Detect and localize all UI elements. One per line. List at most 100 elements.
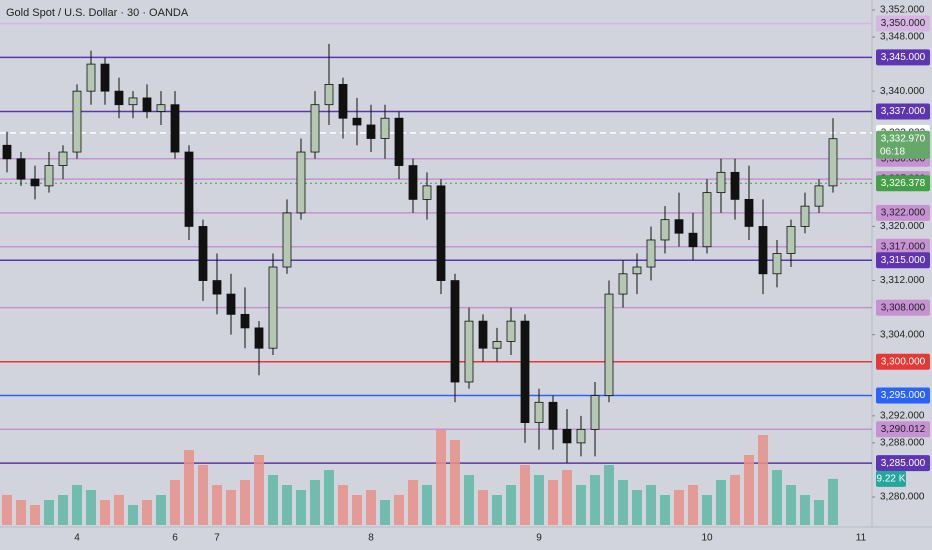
level-box bbox=[876, 299, 930, 316]
y-tick-label: 3,312.000 bbox=[880, 275, 925, 286]
volume-bar bbox=[828, 478, 838, 525]
candle-body bbox=[338, 84, 348, 119]
candle-body bbox=[618, 273, 628, 295]
volume-bar bbox=[464, 475, 474, 525]
candle-body bbox=[184, 151, 194, 227]
candle-body bbox=[86, 63, 96, 92]
candle-body bbox=[128, 97, 138, 106]
volume-bar bbox=[100, 500, 110, 525]
volume-bar bbox=[282, 485, 292, 525]
x-tick-label: 11 bbox=[856, 533, 867, 544]
candle-body bbox=[226, 293, 236, 315]
volume-bar bbox=[240, 480, 250, 525]
volume-bar bbox=[44, 500, 54, 525]
volume-bar bbox=[394, 495, 404, 525]
volume-bar bbox=[688, 485, 698, 525]
candle-body bbox=[576, 428, 586, 444]
candle-body bbox=[828, 138, 838, 187]
candle-body bbox=[212, 280, 222, 295]
volume-bar bbox=[492, 495, 502, 525]
candle-body bbox=[310, 104, 320, 153]
candle-body bbox=[240, 313, 250, 329]
level-box bbox=[876, 204, 930, 221]
level-label: 3,285.000 bbox=[881, 458, 926, 469]
volume-bar bbox=[254, 455, 264, 525]
candle-body bbox=[548, 401, 558, 430]
volume-bar bbox=[758, 435, 768, 525]
candle-body bbox=[156, 104, 166, 112]
candle-body bbox=[422, 185, 432, 200]
candle-body bbox=[408, 165, 418, 200]
volume-bar bbox=[30, 505, 40, 525]
volume-bar bbox=[310, 480, 320, 525]
x-tick-label: 4 bbox=[74, 533, 80, 544]
volume-bar bbox=[128, 505, 138, 525]
candle-body bbox=[198, 226, 208, 281]
level-label: 3,322.000 bbox=[881, 208, 926, 219]
candle-body bbox=[16, 158, 26, 180]
candle-body bbox=[534, 401, 544, 423]
volume-bar bbox=[58, 495, 68, 525]
volume-bar bbox=[632, 490, 642, 525]
volume-bar bbox=[786, 485, 796, 525]
volume-bar bbox=[520, 465, 530, 525]
candle-body bbox=[590, 395, 600, 430]
volume-bar bbox=[2, 495, 12, 525]
y-tick-label: 3,280.000 bbox=[880, 492, 925, 503]
candle-body bbox=[478, 320, 488, 349]
volume-bar bbox=[142, 500, 152, 525]
level-box bbox=[876, 49, 930, 66]
last-price-timer: 06:18 bbox=[880, 146, 905, 157]
candle-body bbox=[814, 185, 824, 207]
candle-body bbox=[380, 117, 390, 139]
candle-body bbox=[800, 205, 810, 227]
candle-body bbox=[660, 219, 670, 241]
volume-bar bbox=[660, 495, 670, 525]
candle-body bbox=[436, 185, 446, 281]
candle-body bbox=[352, 117, 362, 126]
volume-bar bbox=[562, 470, 572, 525]
volume-bar bbox=[114, 495, 124, 525]
volume-bar bbox=[730, 475, 740, 525]
level-box bbox=[876, 421, 930, 438]
candle-body bbox=[114, 90, 124, 106]
last-price-box bbox=[876, 130, 930, 159]
level-label: 3,330.000 bbox=[881, 153, 926, 164]
last-price-label: 3,332.970 bbox=[881, 133, 926, 144]
volume-bar bbox=[408, 480, 418, 525]
volume-bar bbox=[338, 485, 348, 525]
volume-bar bbox=[702, 495, 712, 525]
volume-bar bbox=[646, 485, 656, 525]
volume-bar bbox=[478, 490, 488, 525]
y-tick-label: 3,352.000 bbox=[880, 5, 925, 16]
volume-bar bbox=[296, 490, 306, 525]
candle-body bbox=[450, 280, 460, 383]
candle-body bbox=[772, 253, 782, 275]
candle-body bbox=[100, 63, 110, 92]
level-label: 3,337.000 bbox=[881, 106, 926, 117]
level-box bbox=[876, 455, 930, 472]
volume-bar bbox=[604, 465, 614, 525]
prev-line-box bbox=[876, 175, 930, 192]
candle-body bbox=[394, 117, 404, 166]
volume-bar bbox=[772, 470, 782, 525]
volume-bar bbox=[744, 455, 754, 525]
volume-bar bbox=[450, 440, 460, 525]
candle-body bbox=[2, 144, 12, 160]
volume-bar bbox=[576, 485, 586, 525]
candle-body bbox=[72, 90, 82, 153]
volume-bar bbox=[226, 490, 236, 525]
candle-body bbox=[674, 219, 684, 234]
candle-body bbox=[254, 327, 264, 349]
candle-body bbox=[758, 226, 768, 275]
candle-body bbox=[632, 266, 642, 275]
candle-body bbox=[506, 320, 516, 342]
x-tick-label: 7 bbox=[214, 533, 220, 544]
x-tick-label: 10 bbox=[701, 533, 713, 544]
volume-bar bbox=[156, 495, 166, 525]
level-label: 3,350.000 bbox=[881, 18, 926, 29]
volume-bar bbox=[198, 465, 208, 525]
candle-body bbox=[744, 198, 754, 227]
level-label: 3,300.000 bbox=[881, 356, 926, 367]
volume-bar bbox=[814, 500, 824, 525]
